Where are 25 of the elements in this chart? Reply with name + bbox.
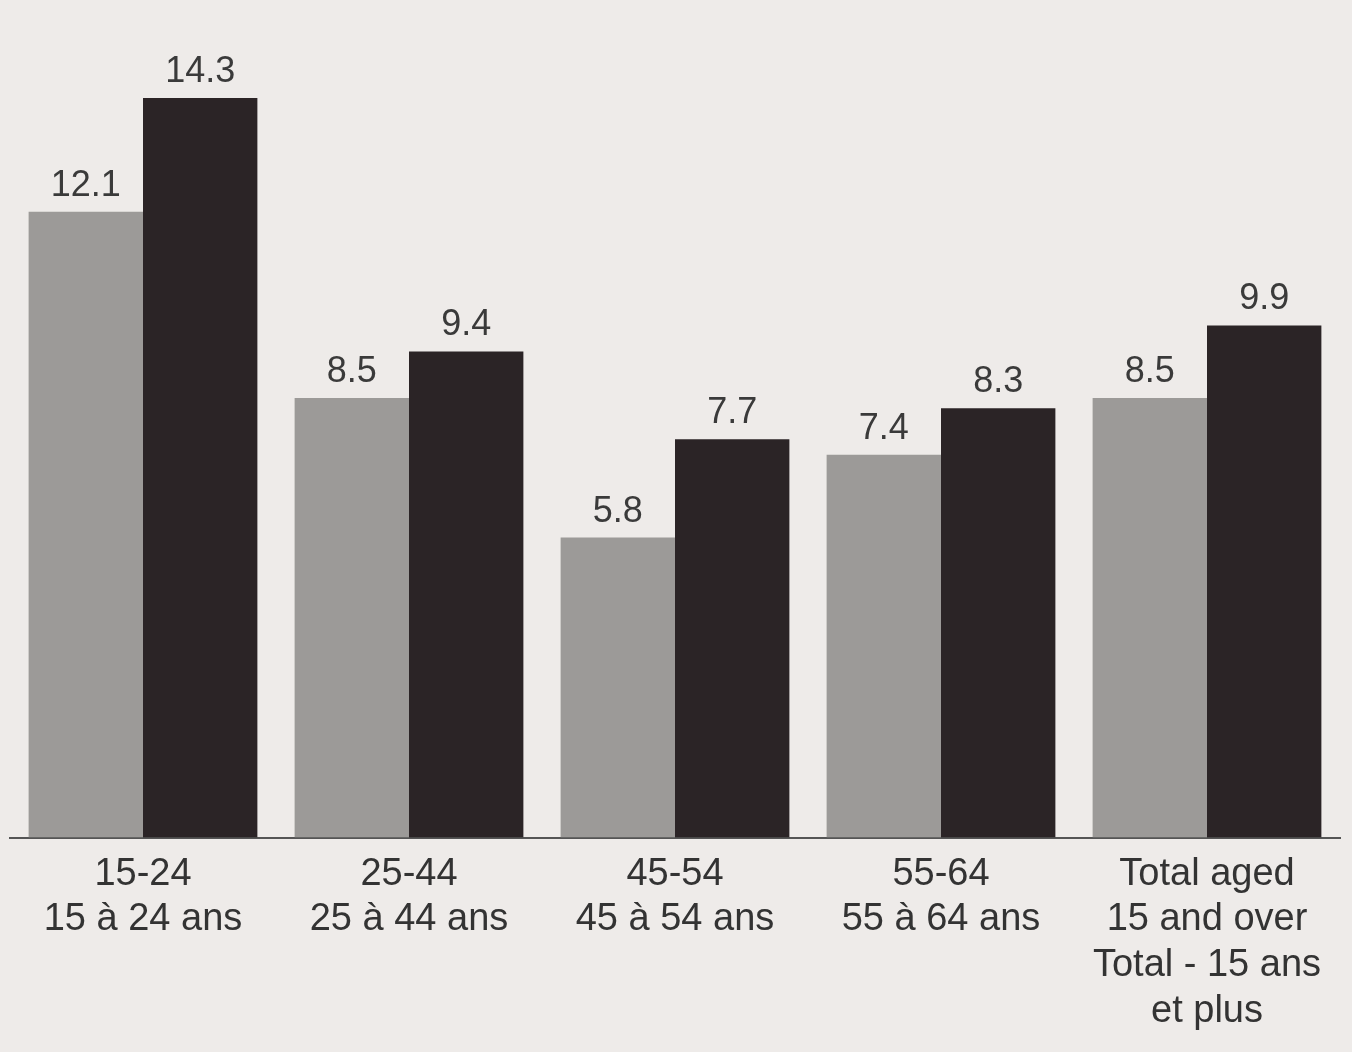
bar	[409, 351, 524, 838]
x-tick-label: Total aged 15 and over Total - 15 ans et plus	[1092, 850, 1322, 1030]
bar	[941, 408, 1056, 838]
bar	[675, 439, 790, 838]
data-label: 7.7	[707, 390, 758, 432]
bar	[143, 97, 258, 838]
bar	[28, 211, 143, 838]
data-label: 9.4	[441, 302, 492, 344]
bar	[826, 454, 941, 838]
data-label: 12.1	[50, 162, 121, 204]
data-label: 7.4	[858, 405, 909, 447]
data-label: 8.5	[326, 348, 377, 390]
data-label: 9.9	[1239, 276, 1290, 318]
bar	[1207, 325, 1322, 838]
data-label: 14.3	[165, 48, 236, 90]
x-tick-label: 55-64 55 à 64 ans	[841, 850, 1041, 939]
bar	[1092, 397, 1207, 838]
x-tick-label: 15-24 15 à 24 ans	[43, 850, 243, 939]
bar	[560, 537, 675, 838]
x-tick-label: 25-44 25 à 44 ans	[309, 850, 509, 939]
x-tick-label: 45-54 45 à 54 ans	[575, 850, 775, 939]
data-label: 8.3	[973, 359, 1024, 401]
data-label: 5.8	[592, 488, 643, 530]
bar	[294, 397, 409, 838]
data-label: 8.5	[1124, 348, 1175, 390]
